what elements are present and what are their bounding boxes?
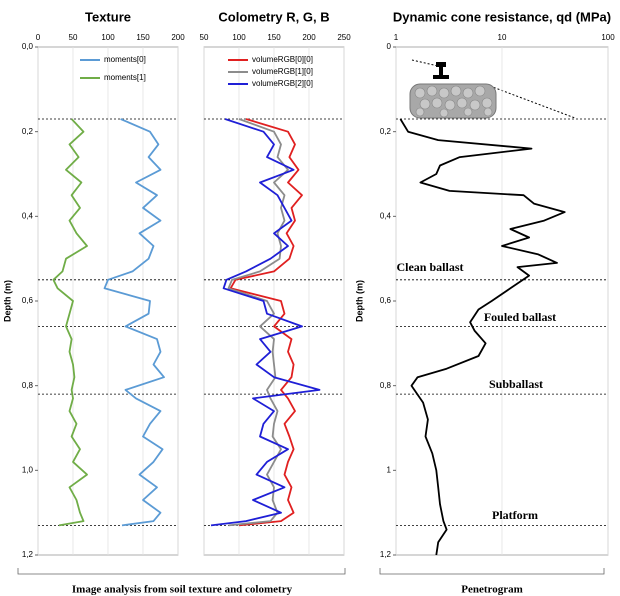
bracket: [379, 568, 605, 575]
x-tick-label: 50: [69, 33, 78, 42]
caption: Penetrogram: [461, 584, 523, 596]
y-tick-label: 0,4: [380, 211, 392, 220]
panel-title: Texture: [85, 9, 131, 24]
panel-title: Colometry R, G, B: [218, 9, 329, 24]
annotation: Fouled ballast: [484, 310, 556, 324]
annotation: Subballast: [489, 377, 543, 391]
y-tick-label: 0,6: [380, 296, 392, 305]
panel-title: Dynamic cone resistance, qd (MPa): [393, 9, 611, 24]
x-tick-label: 150: [267, 33, 281, 42]
y-tick-label: 0,6: [22, 296, 34, 305]
rail-head: [436, 62, 446, 67]
x-tick-label: 200: [302, 33, 316, 42]
bracket: [17, 568, 346, 575]
x-tick-label: 10: [498, 33, 507, 42]
annotation: Platform: [492, 508, 538, 522]
x-tick-label: 200: [171, 33, 185, 42]
y-tick-label: 1,2: [22, 550, 34, 559]
panel: Colometry R, G, B 50 100 150 200 250 volumeRGB…: [200, 9, 351, 556]
rail-web: [439, 67, 443, 75]
legend-label: volumeRGB[1][0]: [252, 67, 313, 76]
y-tick-label: 1,0: [22, 465, 34, 474]
pointer-line: [489, 85, 576, 119]
rail-foot: [433, 75, 449, 79]
y-tick-label: 0,2: [22, 127, 34, 136]
caption: Image analysis from soil texture and col…: [72, 584, 293, 596]
series-line: [399, 118, 566, 556]
ballast-illustration: [409, 59, 576, 119]
panel: Texture 0 50 100 150 200 0,0 0,2 0,4 0,6 0,8 1,0 1,2…: [2, 9, 185, 559]
x-tick-label: 150: [136, 33, 150, 42]
x-tick-label: 100: [232, 33, 246, 42]
y-tick-label: 0,4: [22, 211, 34, 220]
series-line: [210, 118, 321, 527]
legend-label: moments[1]: [104, 73, 146, 82]
pointer-line: [411, 59, 439, 67]
legend-label: volumeRGB[2][0]: [252, 79, 313, 88]
panel: Dynamic cone resistance, qd (MPa)1 10 1000…: [354, 9, 615, 559]
y-tick-label: 0: [387, 42, 392, 51]
y-tick-label: 0,0: [22, 42, 34, 51]
series-line: [227, 118, 289, 527]
y-axis-label: Depth (m): [354, 280, 364, 322]
annotation: Clean ballast: [396, 260, 463, 274]
legend-label: volumeRGB[0][0]: [252, 55, 313, 64]
y-tick-label: 0,2: [380, 127, 392, 136]
x-tick-label: 0: [36, 33, 41, 42]
y-tick-label: 1,2: [380, 550, 392, 559]
brackets: [17, 568, 605, 575]
x-tick-label: 50: [200, 33, 209, 42]
y-axis-label: Depth (m): [2, 280, 12, 322]
y-tick-label: 0,8: [22, 381, 34, 390]
y-tick-label: 1: [387, 465, 392, 474]
ballast-stones: [414, 85, 493, 118]
x-tick-label: 1: [394, 33, 399, 42]
series-line: [229, 118, 303, 527]
legend-label: moments[0]: [104, 55, 146, 64]
x-tick-label: 100: [101, 33, 115, 42]
x-tick-label: 250: [337, 33, 351, 42]
series-line: [52, 118, 88, 527]
y-tick-label: 0,8: [380, 381, 392, 390]
x-tick-label: 100: [601, 33, 615, 42]
series-line: [103, 118, 165, 527]
